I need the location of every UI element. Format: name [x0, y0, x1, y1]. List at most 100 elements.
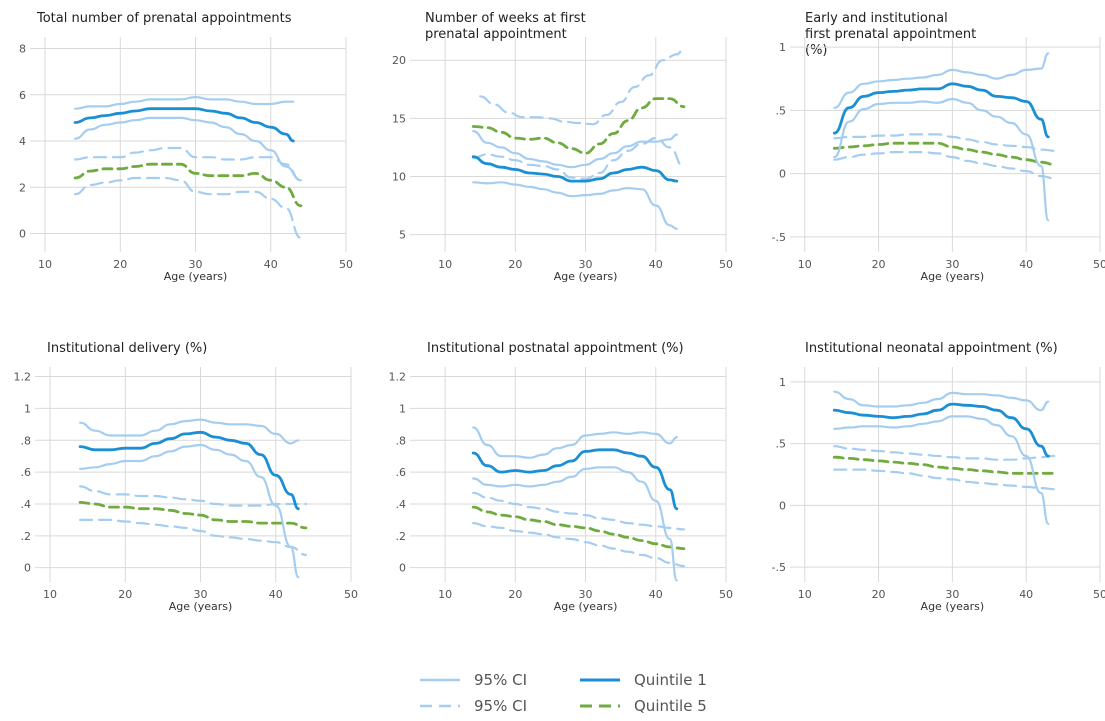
chart-title: Institutional delivery (%) — [47, 341, 207, 356]
chart-title: Early and institutional first prenatal ap… — [805, 11, 976, 58]
y-tick-label: -.5 — [772, 231, 786, 244]
x-tick-label: 40 — [649, 588, 663, 601]
series-ci-q1-upper — [833, 52, 1050, 109]
series-ci-q5-upper — [479, 47, 685, 126]
x-tick-label: 30 — [945, 258, 959, 271]
x-tick-label: 10 — [798, 588, 812, 601]
x-tick-label: 10 — [438, 588, 452, 601]
x-axis-label: Age (years) — [169, 600, 233, 613]
y-tick-label: 0 — [24, 562, 31, 575]
y-tick-label: 0 — [399, 562, 406, 575]
x-tick-label: 50 — [1093, 258, 1105, 271]
legend-item-ci-q5: 95% CI — [418, 694, 527, 718]
series-ci-q1-lower — [833, 415, 1050, 525]
x-axis-label: Age (years) — [554, 270, 618, 283]
series-ci-q5-upper — [833, 133, 1057, 152]
y-tick-label: .5 — [776, 104, 787, 117]
series-ci-q1-upper — [79, 418, 300, 445]
legend-label-quintile-5: Quintile 5 — [634, 697, 707, 715]
y-tick-label: 1 — [24, 402, 31, 415]
y-tick-label: 10 — [392, 170, 406, 183]
series-quintile-5 — [471, 97, 686, 155]
x-tick-label: 50 — [719, 258, 733, 271]
legend-label-quintile-1: Quintile 1 — [634, 671, 707, 689]
y-tick-label: 1 — [779, 376, 786, 389]
legend-swatch-ci-solid — [420, 678, 460, 682]
series-ci-q1-lower — [79, 443, 300, 579]
chart-title: Institutional postnatal appointment (%) — [427, 341, 684, 356]
x-axis-label: Age (years) — [921, 600, 985, 613]
series-quintile-5 — [73, 162, 303, 208]
y-tick-label: .2 — [21, 530, 32, 543]
y-tick-label: .8 — [21, 434, 32, 447]
chart-panel-3: Early and institutional first prenatal ap… — [772, 11, 1105, 283]
x-tick-label: 30 — [579, 588, 593, 601]
x-tick-label: 20 — [872, 588, 886, 601]
x-tick-label: 40 — [264, 258, 278, 271]
y-tick-label: 0 — [779, 168, 786, 181]
x-tick-label: 30 — [189, 258, 203, 271]
x-tick-label: 10 — [38, 258, 52, 271]
chart-title-line: prenatal appointment — [425, 27, 567, 42]
series-ci-q5-lower — [74, 176, 302, 240]
x-tick-label: 20 — [872, 258, 886, 271]
y-tick-label: 1.2 — [14, 371, 32, 384]
y-tick-label: 1 — [779, 41, 786, 54]
legend: 95% CI Quintile 1 95% CI Quintile 5 — [410, 664, 730, 720]
series-quintile-1 — [832, 82, 1050, 139]
series-ci-q1-upper — [833, 390, 1050, 412]
y-tick-label: .8 — [396, 434, 407, 447]
x-tick-label: 10 — [43, 588, 57, 601]
series-quintile-1 — [78, 430, 300, 511]
y-tick-label: 5 — [399, 229, 406, 242]
legend-swatch-quintile-1 — [580, 678, 620, 682]
series-quintile-5 — [832, 455, 1058, 475]
x-tick-label: 30 — [194, 588, 208, 601]
legend-item-quintile-1: Quintile 1 — [578, 668, 707, 692]
series-ci-q5-upper — [472, 491, 685, 531]
y-tick-label: .4 — [396, 498, 407, 511]
chart-panel-1: Total number of prenatal appointments 10 2… — [19, 11, 353, 283]
x-tick-label: 50 — [1093, 588, 1105, 601]
y-tick-label: 4 — [19, 135, 26, 148]
x-tick-label: 50 — [719, 588, 733, 601]
chart-title-line: Number of weeks at first — [425, 11, 586, 26]
chart-panel-5: Institutional postnatal appointment (%) 1… — [389, 341, 734, 613]
series-quintile-1 — [471, 448, 679, 511]
series-quintile-1 — [832, 402, 1050, 458]
x-tick-label: 10 — [798, 258, 812, 271]
x-tick-label: 20 — [113, 258, 127, 271]
x-tick-label: 40 — [1019, 588, 1033, 601]
x-tick-label: 20 — [118, 588, 132, 601]
x-tick-label: 10 — [438, 258, 452, 271]
legend-swatch-quintile-5 — [580, 704, 620, 708]
y-tick-label: .6 — [21, 466, 32, 479]
legend-item-quintile-5: Quintile 5 — [578, 694, 707, 718]
y-tick-label: 0 — [779, 499, 786, 512]
y-tick-label: .2 — [396, 530, 407, 543]
series-ci-q1-lower — [472, 466, 678, 582]
series-ci-q5-lower — [79, 518, 307, 556]
legend-label-ci-q1: 95% CI — [474, 671, 528, 689]
chart-panel-4: Institutional delivery (%) 10 20 30 40 50 0 .2.… — [14, 341, 359, 613]
y-tick-label: .4 — [21, 498, 32, 511]
y-tick-label: 2 — [19, 181, 26, 194]
y-tick-label: 15 — [392, 112, 406, 125]
series-ci-q1-upper — [472, 426, 678, 459]
x-tick-label: 30 — [945, 588, 959, 601]
series-ci-q1-upper — [472, 130, 678, 169]
y-tick-label: 1 — [399, 402, 406, 415]
y-tick-label: -.5 — [772, 561, 786, 574]
chart-panel-2: Number of weeks at first prenatal appoint… — [392, 11, 733, 283]
series-ci-q5-lower — [833, 150, 1057, 180]
x-tick-label: 20 — [508, 588, 522, 601]
y-tick-label: 0 — [19, 228, 26, 241]
series-quintile-1 — [471, 155, 679, 183]
chart-title-line: Institutional delivery (%) — [47, 341, 207, 356]
x-tick-label: 20 — [508, 258, 522, 271]
series-ci-q5-lower — [833, 468, 1057, 491]
chart-title-line: Institutional neonatal appointment (%) — [805, 341, 1058, 356]
x-tick-label: 40 — [649, 258, 663, 271]
chart-title-line: Institutional postnatal appointment (%) — [427, 341, 684, 356]
series-ci-q5-upper — [79, 485, 307, 507]
